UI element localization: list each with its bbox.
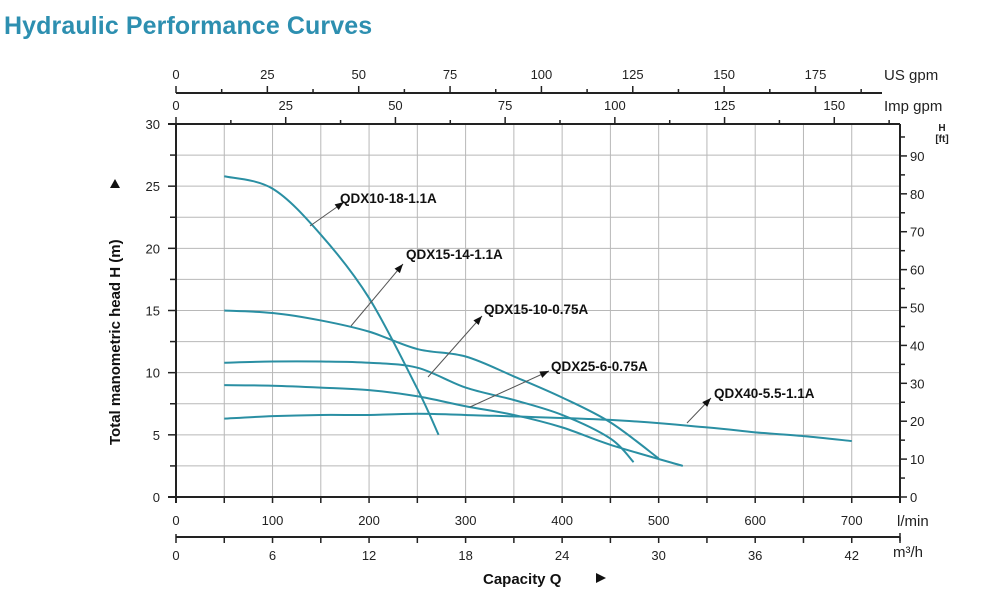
curve-label: QDX15-10-0.75A: [484, 302, 589, 317]
x-tick-label: 0: [172, 513, 179, 528]
ft-tick-label: 80: [910, 187, 924, 202]
imp-gpm-tick-label: 125: [714, 98, 736, 113]
x-tick-label: 600: [744, 513, 766, 528]
y-tick-label: 30: [146, 117, 160, 132]
arrowhead-icon: [473, 316, 482, 326]
m3h-unit-label: m³/h: [893, 544, 923, 561]
m3h-tick-label: 24: [555, 548, 569, 563]
y-tick-label: 0: [153, 490, 160, 505]
arrowhead-icon: [334, 202, 344, 211]
imp-gpm-tick-label: 75: [498, 98, 512, 113]
x-tick-label: 100: [262, 513, 284, 528]
leader-line: [350, 263, 404, 327]
ft-tick-label: 60: [910, 263, 924, 278]
curve-qdx25-6-0_75a: [224, 384, 684, 467]
ft-unit-label: [ft]: [935, 134, 948, 145]
m3h-tick-label: 18: [458, 548, 472, 563]
us-gpm-tick-label: 100: [531, 67, 553, 82]
lpm-unit-label: l/min: [897, 513, 929, 530]
curve-label: QDX15-14-1.1A: [406, 247, 503, 262]
x-axis-title: Capacity Q: [483, 571, 562, 588]
curve-label: QDX10-18-1.1A: [340, 191, 437, 206]
ft-tick-label: 40: [910, 338, 924, 353]
m3h-tick-label: 36: [748, 548, 762, 563]
x-tick-label: 200: [358, 513, 380, 528]
page-title: Hydraulic Performance Curves: [4, 12, 373, 40]
x-tick-label: 300: [455, 513, 477, 528]
y-tick-label: 10: [146, 366, 160, 381]
us-gpm-tick-label: 50: [351, 67, 365, 82]
y-tick-label: 20: [146, 241, 160, 256]
m3h-tick-label: 6: [269, 548, 276, 563]
curve-labels: QDX10-18-1.1A QDX15-14-1.1A QDX15-10-0.75A…: [309, 191, 815, 424]
us-gpm-tick-label: 0: [172, 67, 179, 82]
y-axis-arrow-icon: [110, 179, 120, 188]
curve-qdx40-5_5-1_1a: [224, 412, 852, 443]
imp-gpm-tick-label: 25: [278, 98, 292, 113]
leader-line: [469, 370, 550, 408]
imp-gpm-tick-label: 50: [388, 98, 402, 113]
y-tick-label: 15: [146, 304, 160, 319]
us-gpm-tick-label: 150: [713, 67, 735, 82]
y-tick-label: 25: [146, 179, 160, 194]
x-axis-arrow-icon: [596, 573, 606, 583]
grid: [176, 124, 900, 497]
ft-tick-label: 30: [910, 376, 924, 391]
x-tick-label: 700: [841, 513, 863, 528]
imp-gpm-unit-label: Imp gpm: [884, 98, 942, 115]
ft-tick-label: 70: [910, 225, 924, 240]
us-gpm-tick-label: 125: [622, 67, 644, 82]
m3h-tick-label: 42: [844, 548, 858, 563]
m3h-tick-label: 30: [651, 548, 665, 563]
us-gpm-tick-label: 25: [260, 67, 274, 82]
ft-tick-label: 10: [910, 452, 924, 467]
y-axis-title: Total manometric head H (m): [107, 239, 124, 445]
m3h-tick-label: 12: [362, 548, 376, 563]
curves: [224, 175, 852, 467]
ft-unit-label: H: [938, 123, 945, 134]
arrowhead-icon: [702, 398, 711, 407]
imp-gpm-tick-label: 150: [823, 98, 845, 113]
curve-qdx15-10-0_75a: [224, 360, 635, 463]
us-gpm-tick-label: 175: [805, 67, 827, 82]
imp-gpm-tick-label: 0: [172, 98, 179, 113]
arrowhead-icon: [539, 371, 549, 378]
y-tick-label: 5: [153, 428, 160, 443]
curve-label: QDX40-5.5-1.1A: [714, 386, 815, 401]
x-tick-label: 400: [551, 513, 573, 528]
ft-tick-label: 0: [910, 490, 917, 505]
x-tick-label: 500: [648, 513, 670, 528]
m3h-tick-label: 0: [172, 548, 179, 563]
curve-label: QDX25-6-0.75A: [551, 359, 648, 374]
ft-tick-label: 20: [910, 414, 924, 429]
us-gpm-unit-label: US gpm: [884, 67, 938, 84]
curve-qdx15-14-1_1a: [224, 309, 660, 460]
arrowhead-icon: [394, 264, 403, 274]
ft-tick-label: 90: [910, 149, 924, 164]
ft-tick-label: 50: [910, 301, 924, 316]
us-gpm-tick-label: 75: [443, 67, 457, 82]
leader-line: [427, 315, 483, 378]
curve-qdx10-18-1_1a: [224, 175, 440, 436]
imp-gpm-tick-label: 100: [604, 98, 626, 113]
